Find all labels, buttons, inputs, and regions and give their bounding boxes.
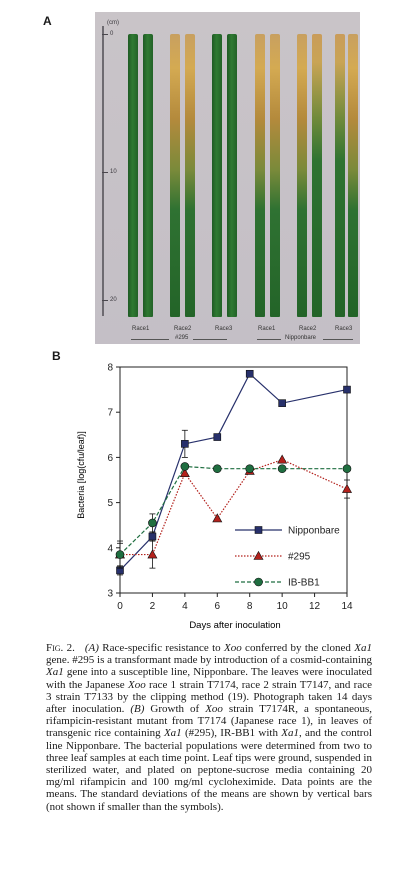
group-bracket [131, 339, 169, 340]
caption-text: Race-specific resistance to [98, 642, 224, 654]
y-tick-label: 5 [107, 498, 113, 509]
leaf [348, 34, 358, 317]
ruler-mark-20: 20 [110, 297, 117, 303]
y-tick-label: 8 [107, 363, 113, 374]
data-point-295 [277, 454, 288, 464]
data-point-nipponbare [181, 440, 189, 448]
data-point-nipponbare [278, 399, 286, 407]
ruler-tick [102, 300, 108, 301]
data-point-ib-bb1 [212, 464, 222, 473]
y-axis-label: Bacteria [log(cfu/leaf)] [76, 431, 86, 519]
leaf [270, 34, 280, 317]
caption-italic: Xoo [224, 642, 242, 654]
caption-text: (#295), IR-BB1 with [181, 727, 282, 740]
data-point-nipponbare [245, 369, 254, 378]
caption-italic: Xa1 [46, 666, 64, 679]
ruler-tick [102, 34, 108, 35]
leaf [170, 34, 180, 317]
race-label: Race3 [215, 326, 233, 332]
data-point-ib-bb1 [277, 464, 287, 473]
caption-italic: Xoo [205, 703, 223, 716]
figure-caption: Fig. 2. (A) Race-specific resistance to … [46, 642, 372, 813]
plot-frame [119, 366, 348, 594]
ruler-mark-10: 10 [110, 169, 117, 175]
data-point-nipponbare [148, 532, 157, 541]
data-point-ib-bb1 [342, 464, 352, 473]
caption-b-mark: (B) [130, 703, 145, 716]
data-point-295 [147, 549, 158, 559]
caption-italic: Xa1 [163, 727, 182, 740]
legend-marker-ib-bb1 [254, 577, 263, 587]
group-label-nipponbare: Nipponbare [285, 335, 317, 341]
panel-a-label: A [43, 14, 52, 28]
data-point-ib-bb1 [245, 464, 255, 473]
group-label-295: #295 [175, 335, 189, 341]
x-tick-label: 4 [182, 601, 188, 612]
race-label: Race2 [174, 326, 192, 332]
caption-text: gene into a susceptible line, Nipponbare… [46, 666, 372, 691]
ruler [102, 26, 104, 316]
caption-a-mark: (A) [84, 642, 99, 654]
caption-text: race 1 strain T7174, race 2 strain T7147… [46, 678, 372, 716]
caption-italic: Xa1 [281, 727, 299, 740]
panel-b-label: B [52, 349, 61, 363]
caption-text: , and the control line Nipponbare. The b… [46, 727, 372, 813]
ruler-tick [102, 172, 108, 173]
data-point-nipponbare [213, 433, 222, 441]
group-bracket [193, 339, 227, 340]
leaf [143, 34, 153, 317]
legend-marker-nipponbare [254, 526, 263, 534]
leaf [255, 34, 265, 317]
leaf [297, 34, 307, 317]
race-label: Race3 [335, 326, 353, 332]
data-point-ib-bb1 [180, 462, 190, 471]
caption-fig-label: Fig. 2. [46, 642, 75, 654]
caption-italic: Xoo [128, 678, 146, 691]
legend-label-ib-bb1: IB-BB1 [288, 578, 320, 589]
race-label: Race1 [258, 326, 276, 332]
data-point-ib-bb1 [115, 550, 125, 559]
x-tick-label: 12 [309, 601, 321, 612]
data-point-ib-bb1 [148, 518, 157, 528]
group-bracket [257, 339, 281, 340]
x-tick-label: 10 [277, 601, 289, 612]
caption-text: conferred by the cloned [241, 642, 355, 654]
y-tick-label: 3 [107, 589, 113, 600]
y-tick-label: 6 [107, 453, 113, 464]
leaf [212, 34, 222, 317]
legend-label-nipponbare: Nipponbare [288, 526, 340, 537]
leaf [185, 34, 195, 317]
leaf-photograph: (cm) 0 10 20 Race1 Race2 Race3 Race1 Rac… [95, 12, 360, 344]
y-tick-label: 7 [107, 408, 113, 419]
x-tick-label: 6 [215, 601, 221, 612]
leaf [128, 34, 138, 317]
caption-italic: Xa1 [354, 642, 372, 654]
data-point-nipponbare [343, 385, 351, 394]
leaf [227, 34, 237, 317]
caption-text: strain T7174R, a spontaneous, rifampicin… [46, 703, 372, 740]
series-line-295 [120, 459, 348, 556]
leaf [335, 34, 345, 317]
group-bracket [323, 339, 353, 340]
data-point-295 [341, 483, 353, 493]
caption-text: gene. #295 is a transformant made by int… [46, 654, 372, 667]
data-point-295 [179, 468, 190, 478]
ruler-mark-0: 0 [110, 31, 114, 37]
ruler-unit: (cm) [107, 20, 119, 26]
caption-text: Growth of [144, 703, 206, 716]
x-tick-label: 8 [247, 601, 253, 612]
x-tick-label: 0 [117, 601, 123, 612]
y-tick-label: 4 [107, 543, 113, 554]
x-tick-label: 2 [150, 601, 156, 612]
bacteria-growth-chart: 3 4 5 6 7 8 0 2 4 6 8 10 12 14 Nipponbare #295 IB-BB1 B… [76, 363, 353, 632]
x-tick-label: 14 [341, 601, 353, 612]
legend-label-295: #295 [288, 552, 311, 563]
leaf [312, 34, 322, 317]
data-point-295 [212, 513, 223, 523]
x-axis-label: Days after inoculation [189, 620, 280, 631]
race-label: Race2 [299, 326, 317, 332]
race-label: Race1 [132, 326, 150, 332]
legend-marker-295 [253, 550, 264, 560]
